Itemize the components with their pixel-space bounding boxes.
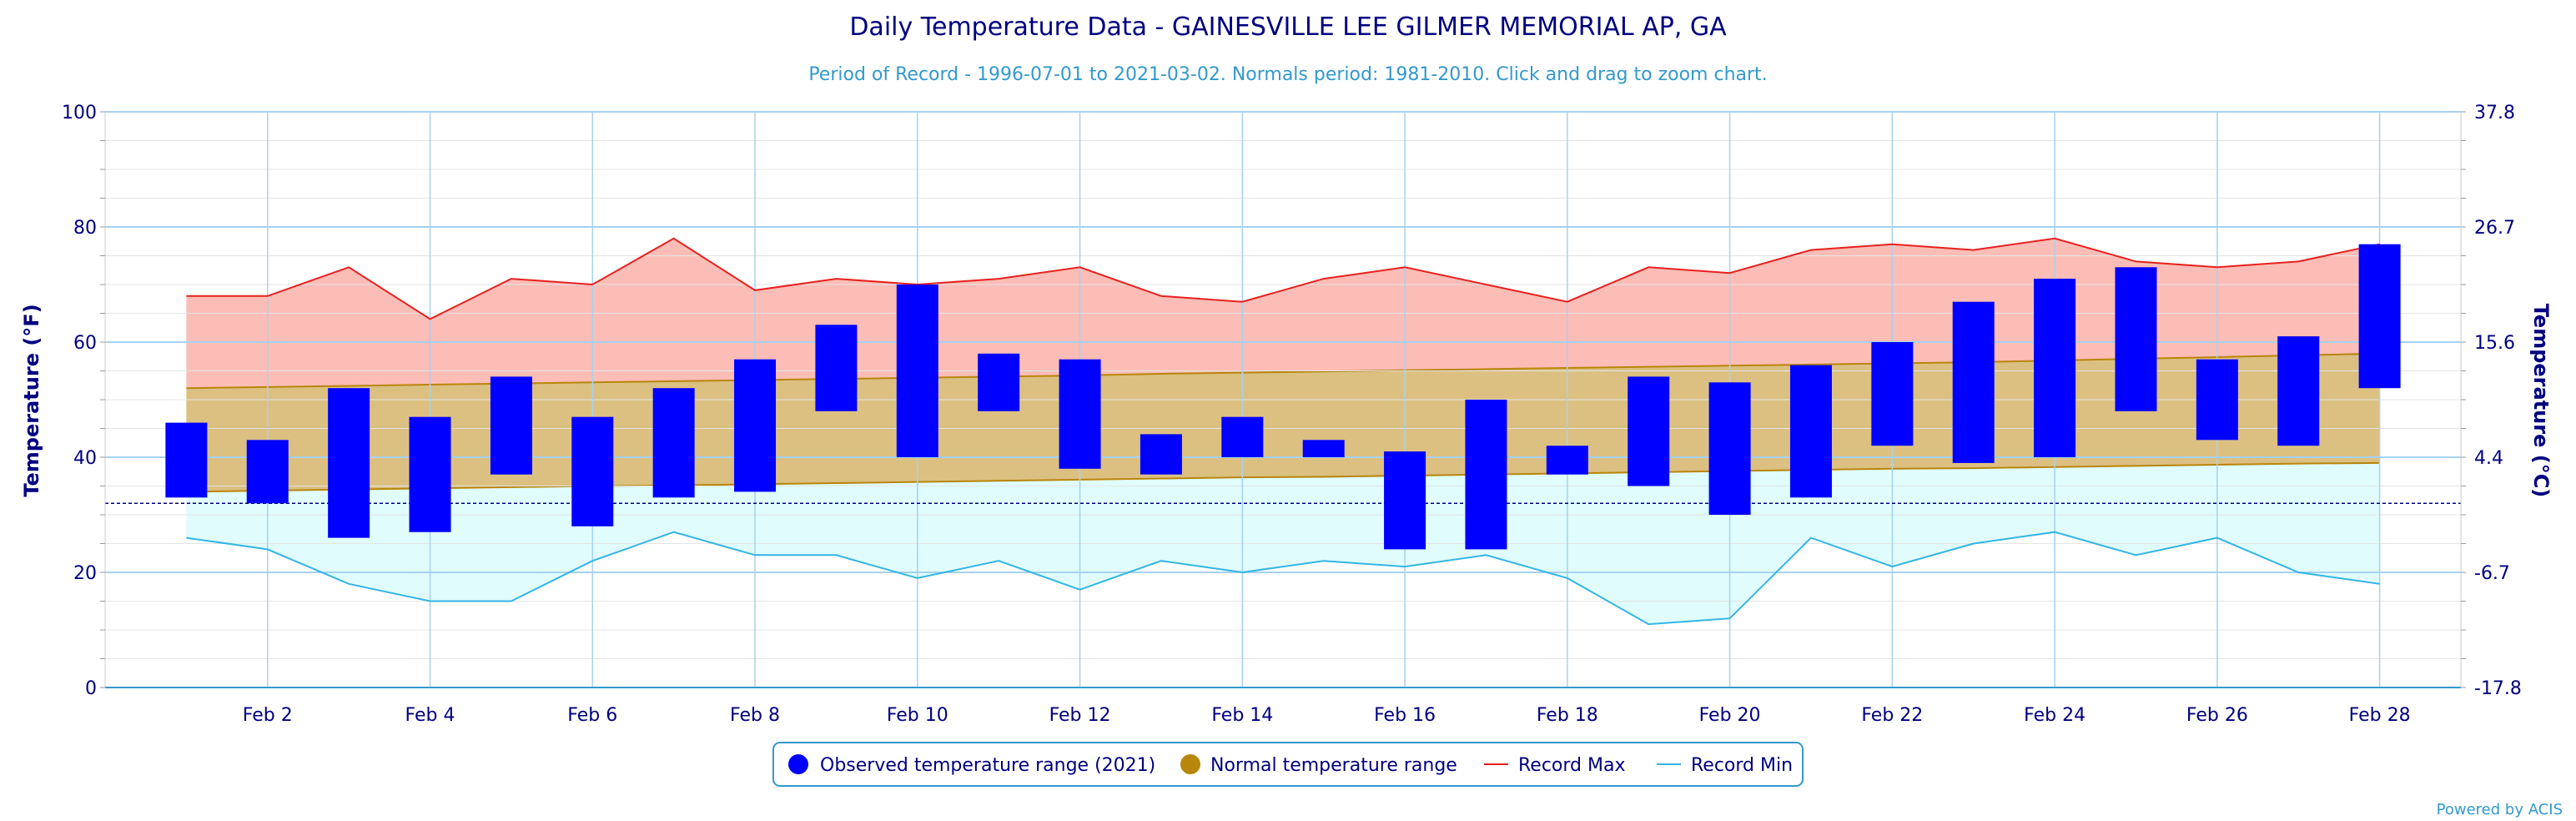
- record-max-line: [186, 237, 2380, 320]
- record-min-line: [186, 531, 2380, 626]
- legend: Observed temperature range (2021) Normal…: [772, 742, 1804, 787]
- observed-bar-feb-13: [1140, 434, 1182, 475]
- observed-bar-feb-25: [2115, 267, 2157, 411]
- observed-bars: [165, 244, 2401, 550]
- observed-bar-feb-22: [1871, 342, 1914, 446]
- observed-bar-feb-28: [2358, 244, 2401, 389]
- y-tick-label-right: 26.7: [2474, 218, 2515, 239]
- y-axis-title-right: Temperature (°C): [2529, 304, 2553, 498]
- observed-bar-feb-20: [1708, 382, 1751, 515]
- credit-link[interactable]: Powered by ACIS: [2437, 801, 2563, 818]
- legend-observed-marker: [788, 754, 808, 774]
- observed-bar-feb-3: [328, 388, 370, 538]
- y-tick-label-left: 100: [62, 103, 97, 123]
- x-tick-label: Feb 8: [730, 705, 780, 726]
- observed-bar-feb-7: [652, 388, 695, 498]
- x-tick-label: Feb 20: [1699, 705, 1761, 726]
- normal-low-line: [186, 461, 2380, 493]
- legend-box: [772, 742, 1804, 787]
- observed-bar-feb-23: [1952, 301, 1995, 463]
- x-tick-label: Feb 2: [243, 705, 293, 726]
- legend-normal-label: Normal temperature range: [1210, 755, 1457, 776]
- observed-bar-feb-26: [2196, 359, 2238, 441]
- x-tick-label: Feb 14: [1211, 705, 1273, 726]
- observed-bar-feb-19: [1628, 376, 1670, 486]
- y-tick-label-left: 60: [73, 333, 97, 354]
- y-tick-label-left: 40: [73, 448, 97, 469]
- x-tick-label: Feb 24: [2024, 705, 2085, 726]
- x-tick-label: Feb 16: [1374, 705, 1436, 726]
- observed-bar-feb-6: [571, 416, 614, 526]
- chart-subtitle: Period of Record - 1996-07-01 to 2021-03…: [808, 64, 1767, 85]
- observed-bar-feb-9: [815, 325, 858, 411]
- normal-high-line: [186, 352, 2380, 390]
- axes: 0 20 40 60 80 100 -17.8 -6.7 4.4 15.6 26.7 37.8 Feb …: [62, 103, 2522, 726]
- y-tick-label-right: 15.6: [2474, 333, 2515, 354]
- x-tick-label: Feb 10: [887, 705, 948, 726]
- x-tick-label: Feb 12: [1049, 705, 1111, 726]
- observed-bar-feb-10: [896, 285, 938, 457]
- x-tick-label: Feb 28: [2349, 705, 2411, 726]
- observed-bar-feb-2: [246, 440, 289, 504]
- x-tick-label: Feb 4: [405, 705, 455, 726]
- legend-item-record-max[interactable]: Record Max: [1484, 755, 1626, 776]
- observed-bar-feb-17: [1465, 400, 1507, 550]
- y-tick-label-left: 20: [73, 563, 97, 584]
- legend-record-min-label: Record Min: [1691, 755, 1793, 776]
- y-tick-label-right: -17.8: [2474, 678, 2522, 699]
- legend-normal-marker: [1180, 754, 1200, 774]
- legend-observed-label: Observed temperature range (2021): [820, 755, 1155, 776]
- y-tick-label-right: 37.8: [2474, 103, 2515, 123]
- x-tick-label: Feb 26: [2186, 705, 2248, 726]
- y-tick-label-right: 4.4: [2474, 448, 2503, 469]
- x-tick-label: Feb 18: [1537, 705, 1598, 726]
- observed-bar-feb-18: [1546, 446, 1588, 475]
- x-tick-label: Feb 6: [567, 705, 617, 726]
- observed-bar-feb-12: [1059, 359, 1101, 469]
- observed-bar-feb-8: [734, 359, 777, 492]
- x-tick-label: Feb 22: [1861, 705, 1923, 726]
- observed-bar-feb-16: [1384, 451, 1426, 550]
- legend-item-record-min[interactable]: Record Min: [1657, 755, 1793, 776]
- observed-bar-feb-4: [409, 416, 451, 532]
- y-axis-title-left: Temperature (°F): [20, 304, 43, 496]
- y-tick-label-right: -6.7: [2474, 563, 2510, 584]
- observed-bar-feb-14: [1221, 416, 1264, 457]
- observed-bar-feb-21: [1789, 365, 1832, 498]
- y-tick-label-left: 0: [85, 678, 97, 699]
- observed-bar-feb-15: [1302, 440, 1345, 457]
- observed-bar-feb-24: [2034, 279, 2076, 457]
- y-tick-label-left: 80: [73, 218, 97, 239]
- record-lines: [186, 237, 2380, 626]
- observed-bar-feb-1: [165, 422, 208, 498]
- observed-bar-feb-5: [490, 376, 532, 475]
- observed-bar-feb-11: [978, 353, 1020, 411]
- legend-record-max-label: Record Max: [1518, 755, 1626, 776]
- legend-item-normal[interactable]: Normal temperature range: [1180, 754, 1457, 776]
- legend-item-observed[interactable]: Observed temperature range (2021): [788, 754, 1155, 776]
- chart-title: Daily Temperature Data - GAINESVILLE LEE…: [849, 13, 1727, 42]
- observed-bar-feb-27: [2277, 336, 2320, 446]
